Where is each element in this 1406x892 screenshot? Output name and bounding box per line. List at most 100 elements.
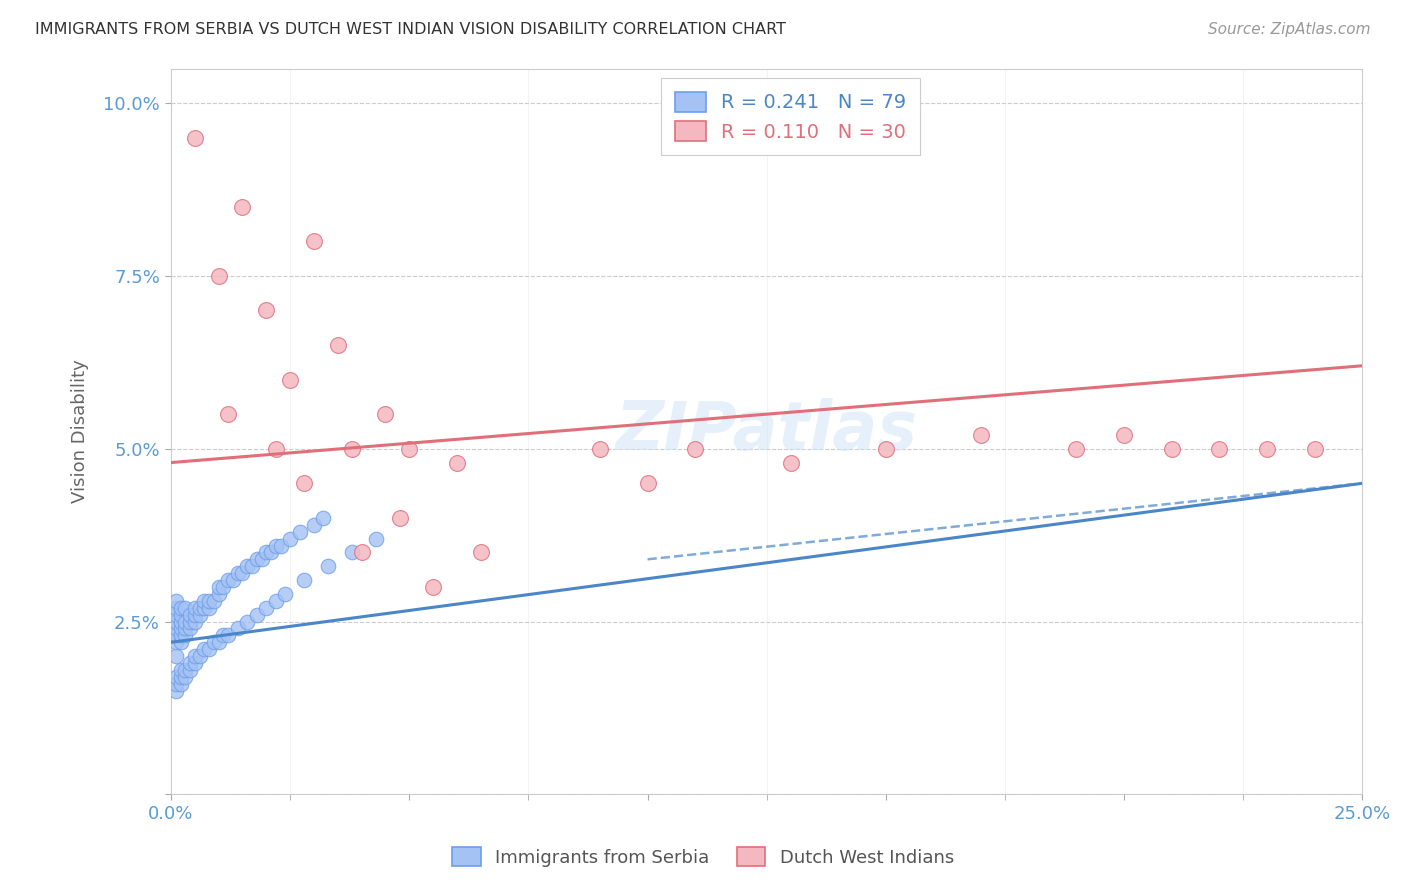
- Point: [278, 373, 301, 387]
- Point: [1066, 442, 1088, 456]
- Point: [179, 663, 201, 677]
- Point: [174, 622, 197, 636]
- Point: [970, 428, 993, 442]
- Point: [236, 615, 259, 629]
- Point: [217, 628, 239, 642]
- Point: [179, 615, 201, 629]
- Point: [169, 635, 191, 649]
- Point: [1160, 442, 1182, 456]
- Point: [174, 615, 197, 629]
- Point: [188, 600, 211, 615]
- Point: [184, 615, 207, 629]
- Point: [470, 545, 492, 559]
- Point: [165, 594, 187, 608]
- Point: [188, 649, 211, 664]
- Point: [165, 600, 187, 615]
- Point: [179, 622, 201, 636]
- Point: [174, 663, 197, 677]
- Point: [683, 442, 706, 456]
- Point: [169, 615, 191, 629]
- Point: [202, 635, 225, 649]
- Point: [364, 532, 387, 546]
- Point: [350, 545, 373, 559]
- Point: [288, 524, 311, 539]
- Point: [231, 566, 253, 581]
- Point: [198, 642, 221, 657]
- Text: IMMIGRANTS FROM SERBIA VS DUTCH WEST INDIAN VISION DISABILITY CORRELATION CHART: IMMIGRANTS FROM SERBIA VS DUTCH WEST IND…: [35, 22, 786, 37]
- Point: [340, 442, 363, 456]
- Point: [208, 268, 231, 283]
- Point: [226, 622, 249, 636]
- Point: [198, 600, 221, 615]
- Point: [165, 683, 187, 698]
- Point: [169, 663, 191, 677]
- Point: [254, 600, 277, 615]
- Point: [589, 442, 612, 456]
- Point: [446, 456, 468, 470]
- Point: [374, 407, 396, 421]
- Point: [165, 670, 187, 684]
- Point: [169, 670, 191, 684]
- Point: [169, 628, 191, 642]
- Point: [165, 615, 187, 629]
- Point: [212, 628, 235, 642]
- Point: [165, 622, 187, 636]
- Y-axis label: Vision Disability: Vision Disability: [72, 359, 89, 503]
- Legend: R = 0.241   N = 79, R = 0.110   N = 30: R = 0.241 N = 79, R = 0.110 N = 30: [661, 78, 920, 155]
- Point: [1303, 442, 1326, 456]
- Point: [174, 600, 197, 615]
- Point: [174, 628, 197, 642]
- Point: [202, 594, 225, 608]
- Point: [208, 587, 231, 601]
- Point: [294, 573, 316, 587]
- Point: [231, 200, 253, 214]
- Point: [260, 545, 283, 559]
- Point: [254, 545, 277, 559]
- Point: [165, 635, 187, 649]
- Point: [312, 511, 335, 525]
- Point: [1256, 442, 1278, 456]
- Point: [274, 587, 297, 601]
- Point: [208, 635, 231, 649]
- Point: [179, 607, 201, 622]
- Text: Source: ZipAtlas.com: Source: ZipAtlas.com: [1208, 22, 1371, 37]
- Point: [302, 235, 325, 249]
- Point: [236, 559, 259, 574]
- Point: [246, 607, 269, 622]
- Point: [212, 580, 235, 594]
- Point: [254, 303, 277, 318]
- Point: [165, 677, 187, 691]
- Point: [193, 594, 215, 608]
- Point: [779, 456, 801, 470]
- Point: [240, 559, 263, 574]
- Legend: Immigrants from Serbia, Dutch West Indians: Immigrants from Serbia, Dutch West India…: [444, 840, 962, 874]
- Point: [278, 532, 301, 546]
- Point: [294, 476, 316, 491]
- Point: [184, 130, 207, 145]
- Point: [302, 517, 325, 532]
- Point: [398, 442, 420, 456]
- Point: [217, 573, 239, 587]
- Point: [188, 607, 211, 622]
- Point: [184, 649, 207, 664]
- Point: [184, 656, 207, 670]
- Point: [250, 552, 273, 566]
- Text: ZIPatlas: ZIPatlas: [616, 399, 918, 465]
- Point: [169, 607, 191, 622]
- Point: [208, 580, 231, 594]
- Point: [340, 545, 363, 559]
- Point: [270, 539, 292, 553]
- Point: [169, 600, 191, 615]
- Point: [388, 511, 411, 525]
- Point: [169, 622, 191, 636]
- Point: [1208, 442, 1230, 456]
- Point: [264, 539, 287, 553]
- Point: [165, 628, 187, 642]
- Point: [222, 573, 245, 587]
- Point: [217, 407, 239, 421]
- Point: [246, 552, 269, 566]
- Point: [316, 559, 339, 574]
- Point: [184, 607, 207, 622]
- Point: [179, 656, 201, 670]
- Point: [1114, 428, 1136, 442]
